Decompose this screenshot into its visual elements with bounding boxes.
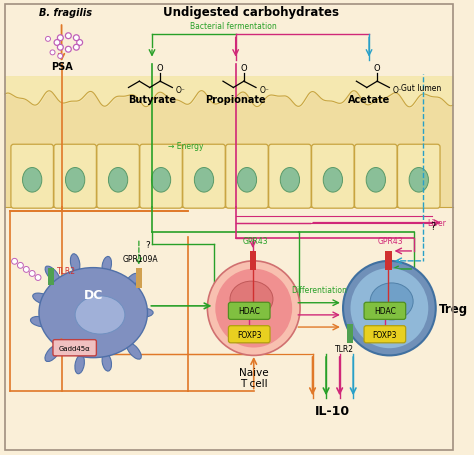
Text: O⁻: O⁻ [175,86,185,95]
Ellipse shape [127,343,141,359]
FancyBboxPatch shape [311,145,354,209]
Ellipse shape [102,257,111,275]
Text: O: O [374,64,381,73]
Bar [250,252,256,270]
Ellipse shape [133,308,153,318]
Text: Differentiation: Differentiation [292,286,347,295]
Bar [48,268,54,285]
Circle shape [73,45,79,51]
FancyBboxPatch shape [228,326,270,343]
Text: Bacterial fermentation: Bacterial fermentation [190,22,277,31]
Text: GPR109A: GPR109A [123,254,158,263]
FancyBboxPatch shape [269,145,311,209]
Circle shape [46,37,51,42]
FancyBboxPatch shape [54,145,96,209]
Ellipse shape [343,261,436,356]
Circle shape [29,271,35,277]
Text: TLR2: TLR2 [57,267,76,275]
Text: ?: ? [430,222,435,232]
Ellipse shape [39,268,147,358]
Circle shape [73,35,79,41]
Ellipse shape [23,168,42,192]
Ellipse shape [102,354,111,371]
Circle shape [57,35,64,41]
Text: Acetate: Acetate [348,95,390,105]
Ellipse shape [75,296,125,334]
Text: Liver: Liver [427,218,446,228]
Text: Gadd45α: Gadd45α [59,345,91,351]
Text: FOXP3: FOXP3 [373,330,397,339]
Ellipse shape [350,268,428,349]
Ellipse shape [109,168,128,192]
Ellipse shape [194,168,214,192]
FancyBboxPatch shape [140,145,182,209]
Text: GPR43: GPR43 [242,236,268,245]
FancyBboxPatch shape [398,145,440,209]
Bar [136,268,142,288]
Text: ?: ? [145,241,150,250]
Bar [347,324,353,344]
Ellipse shape [125,274,139,289]
Text: DC: DC [83,288,103,302]
FancyBboxPatch shape [11,145,54,209]
FancyBboxPatch shape [364,326,406,343]
FancyBboxPatch shape [226,145,268,209]
Bar [385,252,392,270]
Ellipse shape [280,168,300,192]
Circle shape [58,55,63,59]
Ellipse shape [215,269,292,348]
Text: Treg: Treg [439,302,468,315]
FancyBboxPatch shape [97,145,139,209]
Text: O⁻: O⁻ [392,86,402,95]
Ellipse shape [70,254,80,273]
Ellipse shape [208,261,300,356]
Bar [5,77,453,207]
Circle shape [18,263,23,269]
Text: O⁻: O⁻ [259,86,269,95]
Circle shape [65,34,71,40]
Text: Propionate: Propionate [205,95,266,105]
Ellipse shape [230,282,273,318]
Ellipse shape [30,317,52,327]
Circle shape [65,47,71,53]
Text: IL-10: IL-10 [315,404,350,417]
Ellipse shape [370,283,413,320]
Text: PSA: PSA [51,61,73,71]
Circle shape [77,40,82,46]
Ellipse shape [45,267,60,283]
FancyBboxPatch shape [53,340,96,356]
Text: TLR2: TLR2 [335,344,354,353]
FancyBboxPatch shape [364,303,406,320]
Text: Undigested carbohydrates: Undigested carbohydrates [164,5,339,19]
Ellipse shape [237,168,256,192]
Ellipse shape [75,355,84,374]
Ellipse shape [409,168,428,192]
Text: HDAC: HDAC [374,307,396,316]
Ellipse shape [366,168,385,192]
Text: Naive
T cell: Naive T cell [239,367,269,389]
Text: B. fragilis: B. fragilis [39,8,92,17]
Text: O: O [157,64,164,73]
Ellipse shape [151,168,171,192]
Circle shape [57,45,64,51]
Ellipse shape [33,293,54,305]
Text: FOXP3: FOXP3 [237,330,262,339]
Text: → Energy: → Energy [168,142,203,151]
FancyBboxPatch shape [355,145,397,209]
Text: O: O [240,64,247,73]
Text: Gut lumen: Gut lumen [401,84,441,93]
Circle shape [35,275,41,281]
Circle shape [11,259,18,265]
Ellipse shape [323,168,343,192]
FancyBboxPatch shape [228,303,270,320]
Text: Butyrate: Butyrate [128,95,176,105]
Circle shape [54,40,60,46]
Ellipse shape [65,168,85,192]
Ellipse shape [45,345,60,362]
Circle shape [50,51,55,56]
Text: HDAC: HDAC [238,307,260,316]
Circle shape [23,267,29,273]
FancyBboxPatch shape [183,145,225,209]
Text: GPR43: GPR43 [377,236,403,245]
